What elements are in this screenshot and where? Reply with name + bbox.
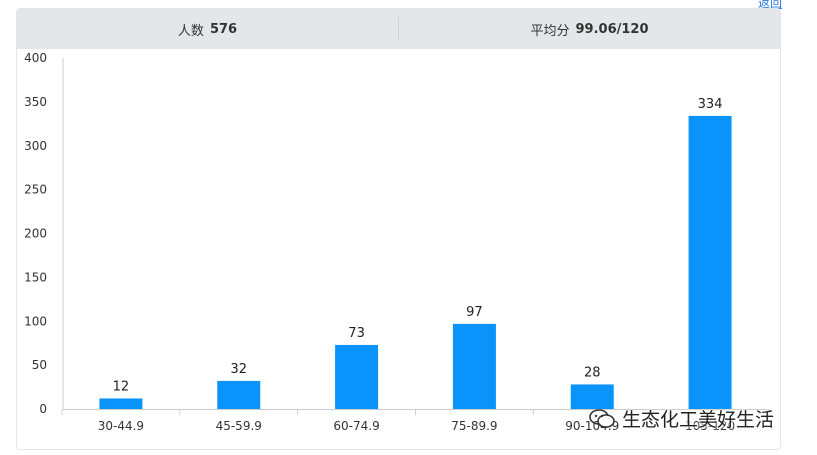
bar	[570, 384, 614, 409]
y-tick-label: 250	[24, 183, 47, 197]
x-tick-label: 60-74.9	[333, 419, 379, 433]
bar-value-label: 334	[698, 97, 723, 112]
bar-value-label: 12	[113, 379, 130, 394]
bar-value-label: 73	[348, 326, 365, 341]
stat-divider	[398, 17, 399, 41]
watermark: 生态化工美好生活	[588, 405, 774, 432]
wechat-icon	[588, 408, 616, 430]
student-count-label: 人数	[177, 23, 204, 39]
x-tick-label: 105-120	[685, 419, 735, 433]
average-score-stat: 平均分 99.06/120	[399, 9, 780, 49]
y-tick-label: 150	[24, 270, 47, 284]
watermark-text: 生态化工美好生活	[622, 409, 775, 431]
student-count-stat: 人数 576	[17, 9, 398, 49]
bar	[688, 115, 732, 409]
bar	[452, 323, 496, 409]
average-score-label: 平均分	[530, 23, 570, 39]
y-tick-label: 350	[24, 95, 47, 109]
x-tick-label: 30-44.9	[98, 419, 144, 433]
bar-value-label: 28	[584, 365, 601, 380]
bar-value-label: 32	[230, 362, 247, 377]
average-score-value: 99.06/120	[575, 21, 649, 37]
y-tick-label: 300	[24, 139, 47, 153]
x-tick-label: 45-59.9	[216, 419, 262, 433]
y-tick-label: 200	[24, 227, 47, 241]
bar-value-label: 97	[466, 305, 483, 320]
score-distribution-card: 人数 576 平均分 99.06/120	[16, 8, 781, 450]
y-tick-label: 100	[24, 314, 47, 328]
student-count-value: 576	[209, 21, 238, 37]
y-tick-label: 0	[39, 402, 47, 416]
stats-bar: 人数 576 平均分 99.06/120	[17, 9, 780, 49]
bar	[217, 380, 261, 409]
x-tick-label: 75-89.9	[451, 419, 497, 433]
bar	[99, 398, 143, 409]
y-tick-label: 400	[24, 51, 47, 65]
back-link[interactable]: 返回	[757, 0, 782, 10]
y-tick-label: 50	[32, 358, 47, 372]
bar	[335, 344, 379, 409]
